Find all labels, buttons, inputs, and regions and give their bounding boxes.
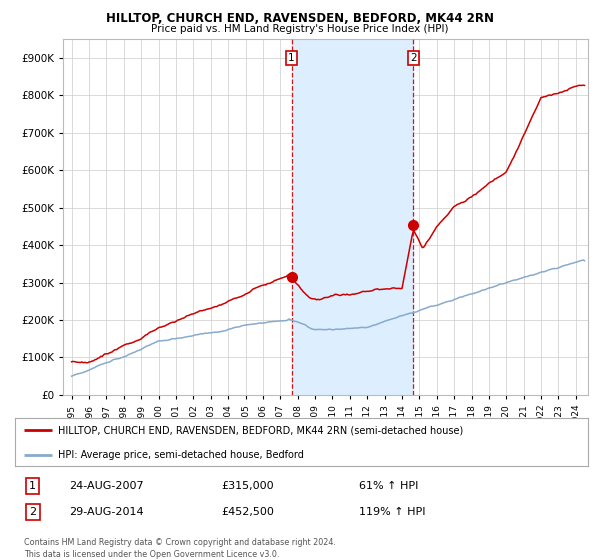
Text: 1: 1 (29, 481, 37, 491)
Text: £315,000: £315,000 (221, 481, 274, 491)
Text: 29-AUG-2014: 29-AUG-2014 (70, 507, 144, 517)
Text: 61% ↑ HPI: 61% ↑ HPI (359, 481, 418, 491)
Text: £452,500: £452,500 (221, 507, 274, 517)
Text: 2: 2 (410, 53, 416, 63)
Text: Contains HM Land Registry data © Crown copyright and database right 2024.
This d: Contains HM Land Registry data © Crown c… (23, 538, 335, 559)
Text: HILLTOP, CHURCH END, RAVENSDEN, BEDFORD, MK44 2RN: HILLTOP, CHURCH END, RAVENSDEN, BEDFORD,… (106, 12, 494, 25)
Text: HPI: Average price, semi-detached house, Bedford: HPI: Average price, semi-detached house,… (58, 450, 304, 460)
Text: 1: 1 (288, 53, 295, 63)
Text: Price paid vs. HM Land Registry's House Price Index (HPI): Price paid vs. HM Land Registry's House … (151, 24, 449, 34)
Text: 24-AUG-2007: 24-AUG-2007 (70, 481, 144, 491)
Bar (292, 39, 413, 395)
Text: 119% ↑ HPI: 119% ↑ HPI (359, 507, 425, 517)
Text: HILLTOP, CHURCH END, RAVENSDEN, BEDFORD, MK44 2RN (semi-detached house): HILLTOP, CHURCH END, RAVENSDEN, BEDFORD,… (58, 425, 463, 435)
Text: 2: 2 (29, 507, 37, 517)
